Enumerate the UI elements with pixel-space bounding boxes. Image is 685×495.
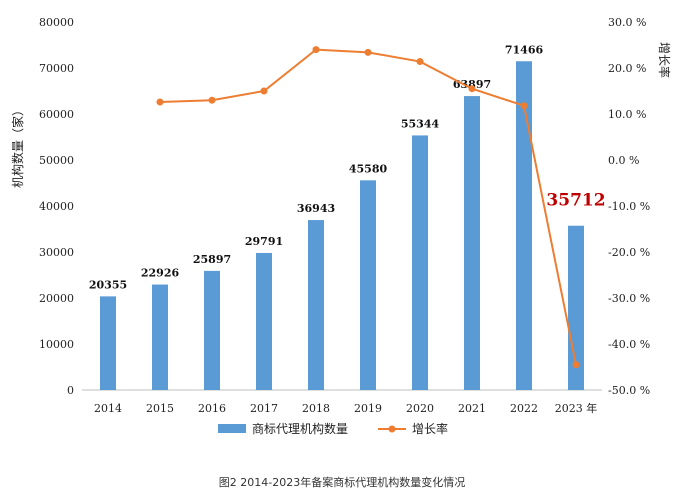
left-y-tick-label: 70000 — [39, 62, 74, 75]
growth-point — [156, 98, 164, 106]
figure-caption: 图2 2014-2023年备案商标代理机构数量变化情况 — [219, 475, 465, 489]
left-y-axis-title: 机构数量（家） — [10, 104, 25, 188]
right-y-tick-label: -20.0 % — [608, 246, 650, 259]
growth-point — [312, 46, 320, 54]
bar — [412, 135, 428, 390]
legend-bar-swatch — [218, 424, 246, 433]
x-tick-label: 2021 — [458, 402, 486, 415]
left-y-tick-label: 20000 — [39, 292, 74, 305]
bar-data-label: 55344 — [401, 117, 440, 130]
bar-data-label: 45580 — [349, 162, 388, 175]
right-y-tick-label: -50.0 % — [608, 384, 650, 397]
right-y-tick-label: 20.0 % — [608, 62, 646, 75]
right-y-axis-title: 增长率 — [657, 42, 672, 78]
x-tick-label: 2015 — [146, 402, 174, 415]
bar-data-label: 25897 — [193, 253, 231, 266]
right-y-tick-label: 30.0 % — [608, 16, 646, 29]
right-y-tick-label: -10.0 % — [608, 200, 650, 213]
left-y-tick-label: 0 — [67, 384, 74, 397]
x-tick-label: 2022 — [510, 402, 538, 415]
bar — [308, 220, 324, 390]
x-tick-label: 2018 — [302, 402, 330, 415]
legend: 商标代理机构数量 增长率 — [218, 421, 448, 436]
bar — [204, 270, 220, 390]
bar-data-labels: 20355 22926 25897 29791 36943 45580 55344 63897… — [89, 43, 606, 291]
bar-data-label: 20355 — [89, 278, 127, 291]
right-y-tick-label: -30.0 % — [608, 292, 650, 305]
growth-point — [416, 58, 424, 66]
bar — [152, 284, 168, 390]
legend-line-marker — [388, 425, 396, 433]
bar — [516, 61, 532, 390]
bar — [256, 252, 272, 390]
right-y-axis-ticks: -50.0 % -40.0 % -30.0 % -20.0 % -10.0 % 0.0 %… — [608, 16, 650, 397]
left-y-tick-label: 30000 — [39, 246, 74, 259]
x-tick-label: 2023 年 — [555, 401, 598, 415]
x-tick-label: 2016 — [198, 402, 226, 415]
bar-data-label: 22926 — [141, 267, 180, 280]
right-y-tick-label: 0.0 % — [608, 154, 639, 167]
left-y-tick-label: 80000 — [39, 16, 74, 29]
x-tick-label: 2014 — [94, 402, 122, 415]
right-y-tick-label: 10.0 % — [608, 108, 646, 121]
growth-point — [468, 85, 476, 93]
bar-data-label: 71466 — [505, 43, 544, 56]
legend-bar-label: 商标代理机构数量 — [252, 421, 348, 436]
highlight-bar-data-label: 35712 — [546, 191, 605, 211]
left-y-tick-label: 50000 — [39, 154, 74, 167]
bar — [464, 96, 480, 391]
left-y-tick-label: 10000 — [39, 338, 74, 351]
growth-point — [572, 361, 580, 369]
x-axis-ticks: 2014 2015 2016 2017 2018 2019 2020 2021 2022 2023… — [94, 401, 597, 415]
bar-data-label: 36943 — [297, 202, 335, 215]
left-y-tick-label: 40000 — [39, 200, 74, 213]
growth-point — [260, 87, 268, 95]
x-tick-label: 2017 — [250, 402, 278, 415]
x-tick-label: 2019 — [354, 402, 382, 415]
growth-point — [520, 102, 528, 110]
growth-point — [208, 96, 216, 104]
legend-line-label: 增长率 — [412, 421, 448, 436]
bar-data-label: 29791 — [245, 235, 283, 248]
bar-series — [100, 61, 584, 391]
x-tick-label: 2020 — [406, 402, 434, 415]
bar — [100, 296, 116, 390]
bar-data-label: 63897 — [453, 78, 491, 91]
left-y-axis-ticks: 0 10000 20000 30000 40000 50000 60000 70000 8000… — [39, 16, 74, 397]
bar — [360, 180, 376, 390]
right-y-tick-label: -40.0 % — [608, 338, 650, 351]
growth-point — [364, 48, 372, 56]
left-y-tick-label: 60000 — [39, 108, 74, 121]
growth-line-series — [156, 46, 580, 369]
